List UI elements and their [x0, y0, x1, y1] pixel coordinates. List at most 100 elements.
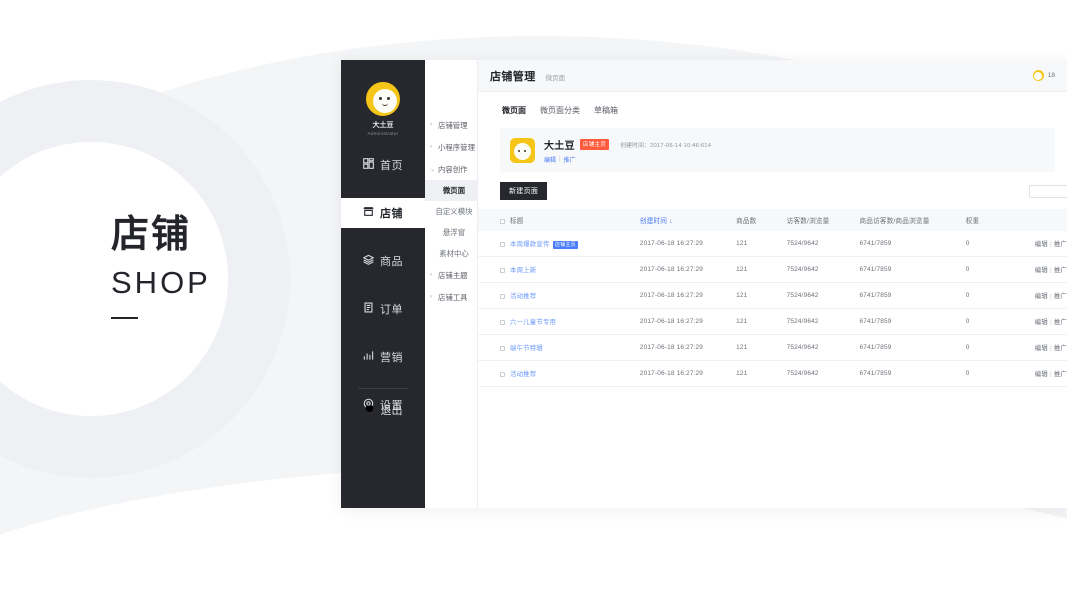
row-checkbox[interactable] — [500, 371, 505, 377]
sidebar-item-goods[interactable]: 商品 — [341, 246, 425, 276]
row-checkbox[interactable] — [500, 267, 505, 273]
row-checkbox[interactable] — [500, 319, 505, 325]
submenu-item-content-create[interactable]: ⌄ 内容创作 — [425, 158, 477, 180]
row-checkbox[interactable] — [500, 241, 505, 247]
tab-micropage-category-label: 微页面分类 — [540, 105, 580, 115]
row-title-link[interactable]: 六一儿童节专用 — [510, 319, 557, 326]
submenu-item-floating-window[interactable]: 悬浮窗 — [425, 222, 477, 243]
row-title-link[interactable]: 活动推荐 — [510, 371, 537, 378]
row-title-link[interactable]: 端午节特辑 — [510, 345, 543, 352]
cell-actions: 编辑 | 推广 — [1016, 282, 1067, 309]
col-created[interactable]: 创建时间 ↓ — [639, 209, 737, 231]
topbar-user-name: 18 — [1047, 72, 1055, 79]
background-ring-inner — [0, 142, 228, 416]
sidebar-item-home[interactable]: 首页 — [341, 150, 425, 180]
dashboard-icon — [363, 158, 374, 172]
submenu-item-shop-theme-label: 店铺主题 — [438, 270, 468, 280]
row-checkbox[interactable] — [500, 345, 505, 351]
breadcrumb-current: 微页面 — [545, 74, 566, 82]
tab-micropage[interactable]: 微页面 — [502, 105, 526, 118]
sidebar-item-shop-label: 店铺 — [380, 208, 403, 220]
logout-button[interactable]: 退出 — [341, 388, 425, 418]
cell-title: 本周爆款宣传 店铺主页 — [478, 231, 640, 257]
breadcrumb: 店铺管理 微页面 — [490, 68, 565, 84]
row-edit-link[interactable]: 编辑 — [1034, 371, 1048, 378]
sidebar-item-marketing-label: 营销 — [380, 352, 403, 364]
topbar-user[interactable]: 18 — [1032, 70, 1055, 81]
row-edit-link[interactable]: 编辑 — [1034, 293, 1048, 300]
table-row[interactable]: 本周上新 2017-06-18 16:27:29 121 7524/9642 6… — [478, 256, 1067, 283]
row-badge: 店铺主页 — [552, 241, 579, 249]
row-edit-link[interactable]: 编辑 — [1034, 345, 1048, 352]
sidebar-item-marketing[interactable]: 营销 — [341, 342, 425, 372]
cell-weight[interactable]: 0 — [965, 360, 1017, 387]
shop-logo-icon — [510, 137, 535, 163]
row-checkbox[interactable] — [500, 293, 505, 299]
submenu-item-shop-tools[interactable]: › 店铺工具 — [425, 286, 477, 308]
cell-created: 2017-06-18 16:27:29 — [639, 282, 737, 309]
cell-actions: 编辑 | 推广 — [1016, 231, 1067, 257]
shop-created-label: 创建时间： — [620, 142, 651, 149]
cell-weight[interactable]: 0 — [965, 256, 1017, 283]
row-action-separator: | — [1049, 267, 1052, 274]
table-row[interactable]: 活动推荐 2017-06-18 16:27:29 121 7524/9642 6… — [478, 360, 1067, 387]
row-action-separator: | — [1049, 319, 1052, 326]
submenu-item-material-center[interactable]: 素材中心 — [425, 243, 477, 264]
submenu-item-shop-manage[interactable]: › 店铺管理 — [425, 114, 477, 136]
chevron-right-icon: › — [430, 144, 432, 150]
row-title-link[interactable]: 本周爆款宣传 — [510, 241, 550, 248]
cell-weight[interactable]: 0 — [965, 334, 1017, 361]
table-row[interactable]: 活动推荐 2017-06-18 16:27:29 121 7524/9642 6… — [478, 282, 1067, 309]
submenu-item-shop-theme[interactable]: › 店铺主题 — [425, 264, 477, 286]
cell-goods-visits: 6741/7859 — [859, 256, 966, 283]
chevron-right-icon: › — [430, 122, 432, 128]
sidebar-item-goods-label: 商品 — [380, 256, 403, 268]
col-title[interactable]: 标题 — [478, 209, 640, 231]
cell-created: 2017-06-18 16:27:29 — [639, 334, 737, 361]
cell-goods: 121 — [736, 308, 787, 335]
row-edit-link[interactable]: 编辑 — [1034, 267, 1048, 274]
marketing-icon — [363, 350, 374, 364]
shop-icon — [363, 206, 374, 220]
submenu-item-micropage[interactable]: 微页面 — [425, 180, 477, 201]
row-title-link[interactable]: 活动推荐 — [510, 293, 537, 300]
shop-edit-link[interactable]: 编辑 — [544, 157, 557, 164]
table-row[interactable]: 本周爆款宣传 店铺主页 2017-06-18 16:27:29 121 7524/… — [478, 231, 1067, 257]
table-row[interactable]: 端午节特辑 2017-06-18 16:27:29 121 7524/9642 … — [478, 334, 1067, 361]
tab-drafts[interactable]: 草稿箱 — [594, 105, 618, 118]
row-action-separator: | — [1049, 371, 1052, 378]
new-page-button[interactable]: 新建页面 — [500, 182, 548, 200]
sidebar-item-order-label: 订单 — [380, 304, 403, 316]
row-promote-link[interactable]: 推广 — [1053, 293, 1067, 300]
cell-actions: 编辑 | 推广 — [1016, 308, 1067, 335]
row-promote-link[interactable]: 推广 — [1053, 241, 1067, 248]
row-edit-link[interactable]: 编辑 — [1034, 241, 1048, 248]
shop-promote-link[interactable]: 推广 — [563, 157, 576, 164]
cell-title: 六一儿童节专用 — [478, 308, 640, 335]
row-promote-link[interactable]: 推广 — [1053, 371, 1067, 378]
row-edit-link[interactable]: 编辑 — [1034, 319, 1048, 326]
sidebar-item-shop[interactable]: 店铺 — [341, 198, 425, 228]
primary-sidebar: 大土豆 Administrator 首页 店铺 — [341, 60, 425, 508]
row-title-link[interactable]: 本周上新 — [510, 267, 537, 274]
submenu-item-miniprogram[interactable]: › 小程序管理 — [425, 136, 477, 158]
row-promote-link[interactable]: 推广 — [1053, 267, 1067, 274]
cell-weight[interactable]: 0 — [965, 282, 1017, 309]
tab-micropage-category[interactable]: 微页面分类 — [540, 105, 580, 118]
submenu-item-custom-module[interactable]: 自定义模块 — [425, 201, 477, 222]
row-promote-link[interactable]: 推广 — [1053, 345, 1067, 352]
cell-weight[interactable]: 0 — [965, 231, 1017, 257]
sidebar-item-order[interactable]: 订单 — [341, 294, 425, 324]
row-promote-link[interactable]: 推广 — [1053, 319, 1067, 326]
cell-actions: 编辑 | 推广 — [1016, 360, 1067, 387]
micropage-table: 标题 创建时间 ↓ 商品数 访客数/浏览量 商品访客数/商品浏览量 权重 本周爆… — [478, 209, 1067, 387]
col-title-label: 标题 — [510, 218, 524, 225]
cell-visits: 7524/9642 — [786, 308, 860, 335]
sidebar-item-settings[interactable]: 设置 — [341, 390, 425, 420]
select-all-checkbox[interactable] — [500, 218, 505, 224]
cell-weight[interactable]: 0 — [965, 308, 1017, 335]
search-input[interactable] — [1029, 184, 1067, 198]
table-row[interactable]: 六一儿童节专用 2017-06-18 16:27:29 121 7524/964… — [478, 308, 1067, 335]
submenu-item-floating-window-label: 悬浮窗 — [442, 228, 466, 237]
cell-actions: 编辑 | 推广 — [1016, 256, 1067, 283]
